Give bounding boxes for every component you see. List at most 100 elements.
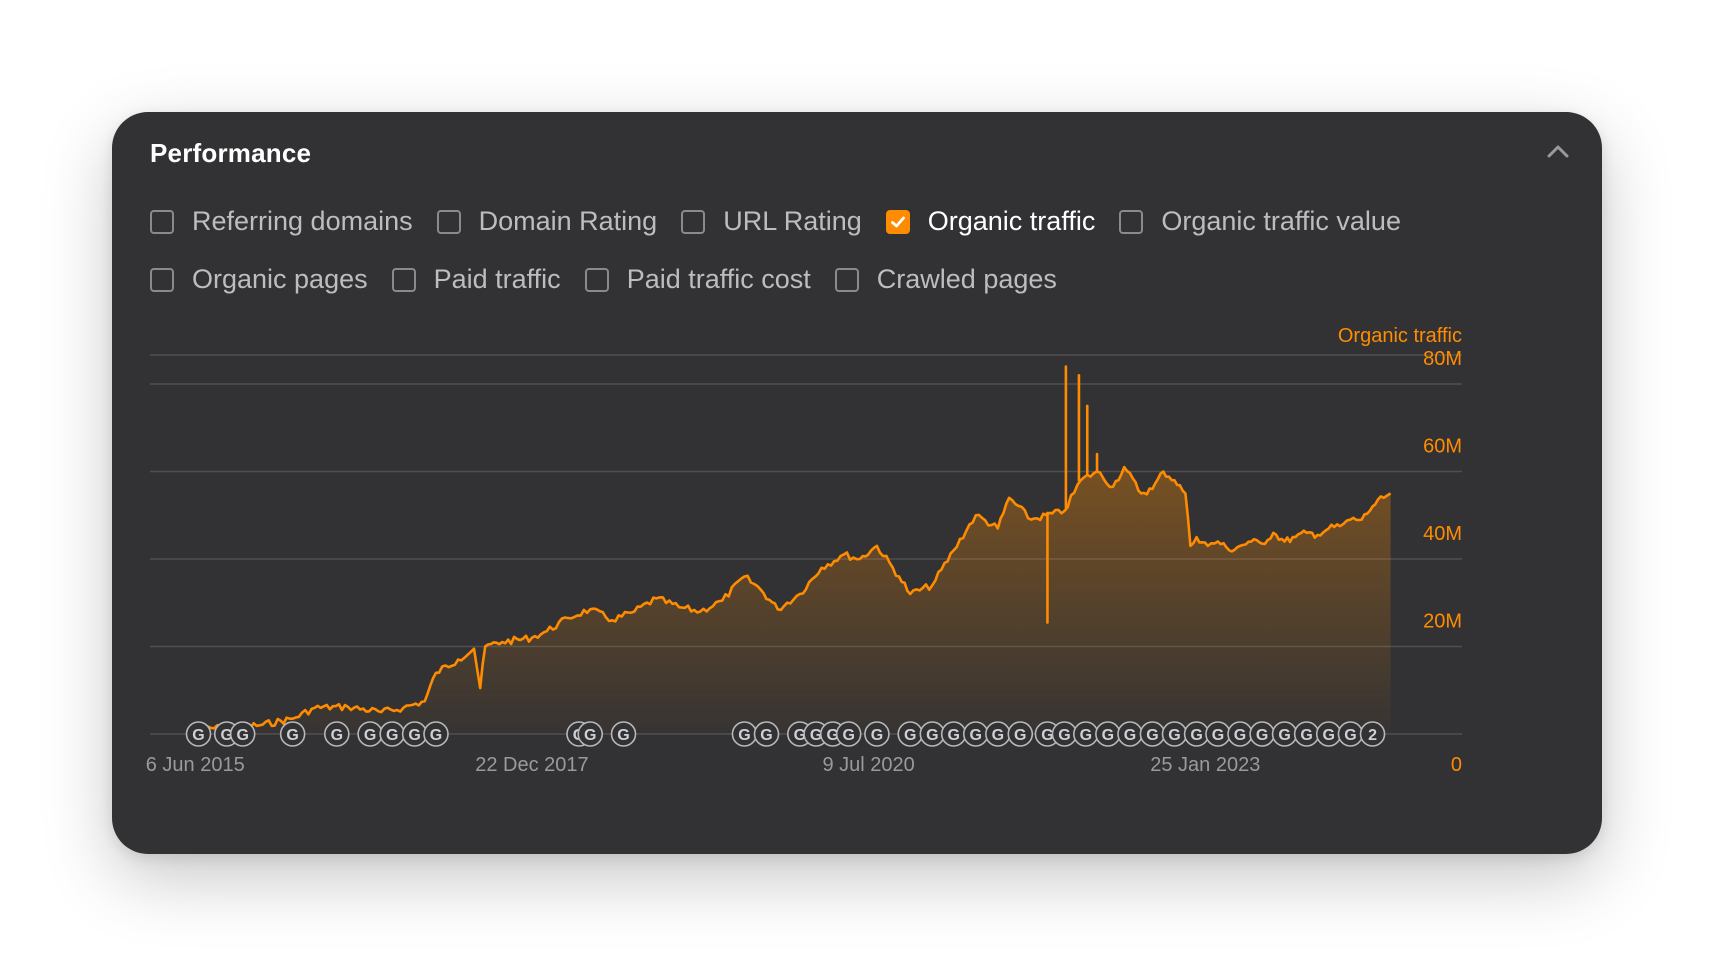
- marker-label: G: [1212, 727, 1224, 744]
- marker-label: G: [430, 727, 442, 744]
- marker-label: G: [236, 727, 248, 744]
- marker-label: G: [794, 727, 806, 744]
- y-tick-label: 60M: [1423, 436, 1462, 458]
- marker-label: G: [1014, 727, 1026, 744]
- metric-paid-traffic-cost[interactable]: Paid traffic cost: [584, 264, 811, 295]
- google-update-icon[interactable]: G: [1095, 721, 1121, 747]
- google-update-icon[interactable]: G: [1139, 721, 1166, 747]
- checkbox[interactable]: [834, 267, 859, 292]
- marker-ring: [835, 721, 862, 747]
- metric-url-rating[interactable]: URL Rating: [681, 206, 862, 237]
- google-update-icon[interactable]: G: [1007, 721, 1034, 747]
- google-update-icon[interactable]: G: [1073, 721, 1099, 747]
- metric-domain-rating[interactable]: Domain Rating: [436, 206, 657, 237]
- marker-ring: [279, 721, 306, 747]
- google-update-icon[interactable]: G: [1205, 721, 1231, 747]
- marker-label: G: [1124, 727, 1136, 744]
- google-update-icon[interactable]: G: [919, 721, 946, 747]
- google-update-icon[interactable]: G: [864, 721, 890, 747]
- metric-referring-domains[interactable]: Referring domains: [150, 206, 413, 237]
- metric-crawled-pages[interactable]: Crawled pages: [834, 264, 1057, 295]
- google-update-icon[interactable]: G: [835, 721, 862, 747]
- marker-label: G: [386, 727, 398, 744]
- marker-label: G: [221, 727, 233, 744]
- checkbox[interactable]: [584, 267, 609, 292]
- google-update-icon[interactable]: G: [1117, 721, 1143, 747]
- google-update-icon[interactable]: 2: [1359, 721, 1386, 747]
- google-update-icon[interactable]: G: [324, 721, 350, 747]
- google-update-icon[interactable]: G: [279, 721, 306, 747]
- google-update-icon[interactable]: G: [1337, 721, 1364, 747]
- google-update-icon[interactable]: G: [357, 721, 383, 747]
- google-update-icon[interactable]: G: [229, 721, 256, 747]
- marker-label: G: [1190, 727, 1202, 744]
- google-update-icon[interactable]: G: [1183, 721, 1210, 747]
- checkbox[interactable]: [391, 267, 416, 292]
- metric-organic-pages[interactable]: Organic pages: [150, 264, 368, 295]
- checkbox[interactable]: [150, 209, 174, 234]
- marker-label: G: [1080, 727, 1092, 744]
- google-update-icon[interactable]: G: [897, 721, 924, 747]
- checkbox[interactable]: [681, 209, 706, 234]
- marker-label: G: [1041, 727, 1053, 744]
- marker-label: G: [1344, 727, 1356, 744]
- marker-label: G: [842, 727, 854, 744]
- metric-label: Organic pages: [192, 264, 368, 294]
- metric-label: URL Rating: [723, 206, 862, 236]
- checkbox[interactable]: [436, 209, 461, 234]
- google-update-icon[interactable]: G: [1249, 721, 1275, 747]
- google-update-icon[interactable]: G: [1161, 721, 1188, 747]
- metric-paid-traffic[interactable]: Paid traffic: [391, 264, 561, 295]
- panel-title: Performance: [150, 138, 312, 168]
- marker-label: G: [1058, 727, 1070, 744]
- marker-label: G: [286, 727, 298, 744]
- google-update-icon[interactable]: G: [753, 721, 780, 747]
- google-update-icon[interactable]: G: [401, 721, 428, 747]
- collapse-button[interactable]: [1544, 138, 1572, 166]
- google-update-icon[interactable]: G: [1315, 721, 1342, 747]
- metric-organic-traffic-value[interactable]: Organic traffic value: [1119, 206, 1401, 237]
- marker-label: G: [827, 727, 839, 744]
- marker-label: G: [1168, 727, 1180, 744]
- google-update-icon[interactable]: G: [423, 721, 449, 747]
- google-update-icon[interactable]: G: [610, 721, 637, 747]
- y-tick-label: 0: [1451, 754, 1462, 776]
- marker-label: G: [926, 727, 938, 744]
- marker-label: G: [192, 727, 204, 744]
- google-update-icon[interactable]: G: [985, 721, 1011, 747]
- marker-ring: [423, 721, 449, 747]
- google-update-icon[interactable]: G: [940, 721, 967, 747]
- google-update-icon[interactable]: G: [1227, 721, 1253, 747]
- checkbox[interactable]: [885, 209, 910, 234]
- marker-label: G: [1300, 727, 1312, 744]
- chevron-up-icon: [1547, 145, 1569, 158]
- y-tick-label: 80M: [1423, 348, 1462, 370]
- checkbox[interactable]: [150, 267, 174, 292]
- x-tick-label: 9 Jul 2020: [822, 754, 914, 776]
- marker-label: G: [810, 727, 822, 744]
- marker-label: G: [331, 727, 343, 744]
- marker-ring: [185, 721, 212, 747]
- marker-label: G: [408, 727, 420, 744]
- checkbox[interactable]: [1119, 209, 1144, 234]
- organic-traffic-line: [195, 465, 1392, 732]
- google-update-icon[interactable]: G: [1051, 721, 1078, 747]
- marker-label: G: [738, 727, 750, 744]
- google-update-icon[interactable]: G: [962, 721, 989, 747]
- google-update-icon[interactable]: G: [731, 721, 758, 747]
- google-update-icon[interactable]: G: [1271, 721, 1298, 747]
- marker-ring: [229, 721, 256, 747]
- marker-label: G: [1256, 727, 1268, 744]
- marker-ring: [610, 721, 637, 747]
- marker-label: 2: [1368, 727, 1377, 744]
- google-update-icon[interactable]: G: [185, 721, 212, 747]
- x-tick-label: 25 Jan 2023: [1150, 754, 1260, 776]
- google-update-icon[interactable]: G: [1293, 721, 1320, 747]
- marker-label: G: [970, 727, 982, 744]
- metric-organic-traffic[interactable]: Organic traffic: [885, 206, 1095, 237]
- google-update-icon[interactable]: G: [379, 721, 405, 747]
- google-update-icon[interactable]: G: [577, 721, 604, 747]
- marker-label: G: [947, 727, 959, 744]
- marker-label: G: [904, 727, 916, 744]
- marker-label: G: [1278, 727, 1290, 744]
